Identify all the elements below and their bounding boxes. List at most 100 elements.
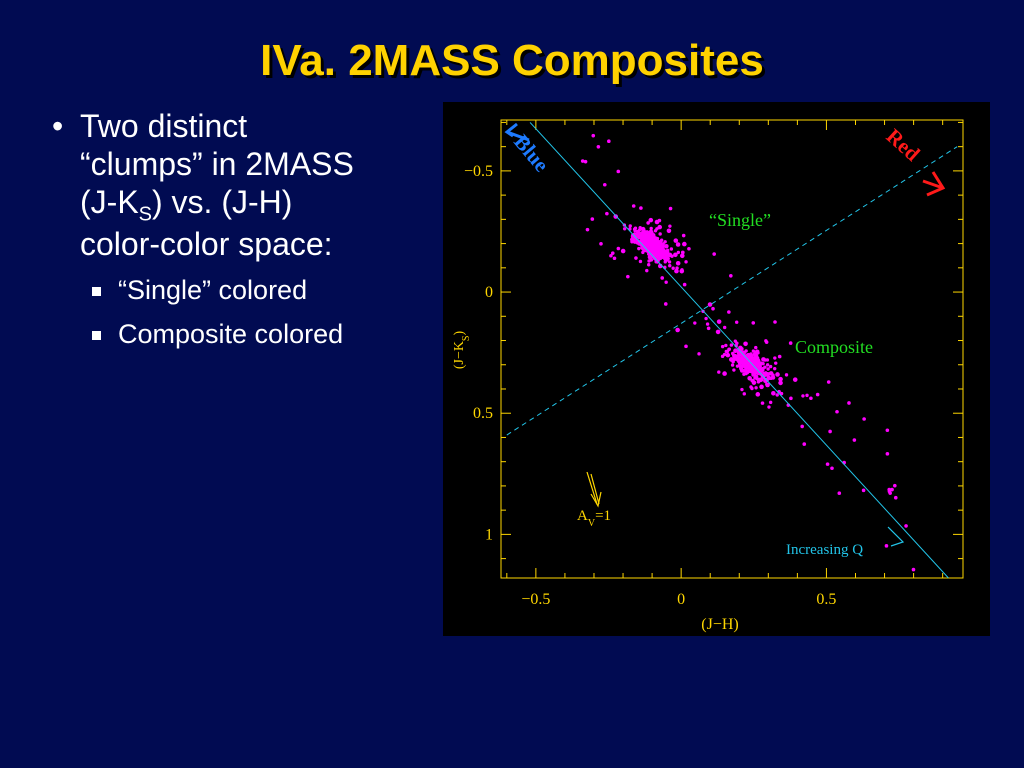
data-point	[779, 391, 784, 396]
divider-line	[506, 146, 958, 436]
data-point	[715, 329, 721, 335]
data-point	[762, 372, 768, 377]
square-bullet-icon	[92, 331, 101, 341]
data-point	[760, 401, 765, 405]
y-label-main: (J−K	[452, 341, 467, 369]
y-tick-label: −0.5	[464, 163, 493, 180]
data-point	[651, 247, 655, 251]
data-point	[638, 259, 643, 264]
data-point	[664, 243, 669, 249]
data-point	[765, 363, 770, 367]
data-point	[760, 369, 764, 373]
data-point	[633, 226, 638, 230]
av-label-tail: =1	[595, 508, 611, 524]
q-axis-line	[529, 122, 949, 579]
data-point	[659, 247, 664, 253]
data-point	[717, 370, 721, 374]
data-point	[757, 379, 761, 383]
data-point	[716, 319, 722, 324]
bullet-line-3a: (J-K	[80, 183, 139, 220]
data-point	[729, 343, 734, 347]
sub-bullet-composite: Composite colored	[52, 312, 432, 358]
data-point	[763, 377, 767, 381]
data-point	[637, 246, 641, 251]
bullet-line-3b: ) vs. (J-H)	[152, 183, 293, 220]
data-point	[644, 234, 648, 238]
data-point	[639, 206, 643, 210]
data-point	[656, 255, 662, 261]
data-point	[751, 349, 756, 353]
data-point	[634, 256, 638, 260]
data-point	[661, 245, 665, 249]
data-point	[751, 371, 756, 377]
data-point	[815, 392, 820, 397]
data-point	[825, 462, 830, 466]
x-axis-label: (J−H)	[701, 616, 738, 633]
data-point	[669, 247, 674, 251]
data-point	[585, 227, 590, 232]
data-point	[742, 350, 747, 355]
data-point	[635, 241, 639, 245]
data-point	[580, 159, 585, 163]
data-point	[693, 321, 697, 325]
data-point	[631, 204, 636, 208]
av-arrow-line	[586, 471, 598, 505]
data-point	[637, 236, 642, 240]
data-point	[777, 354, 782, 359]
data-point	[622, 227, 627, 231]
av-arrow-line-2	[590, 473, 600, 505]
av-arrow-icon	[590, 491, 602, 508]
data-point	[904, 524, 908, 528]
data-point	[628, 224, 632, 228]
square-bullet-icon	[92, 287, 101, 297]
data-point	[675, 327, 680, 333]
data-point	[659, 241, 663, 246]
data-point	[671, 266, 675, 270]
data-point	[749, 368, 753, 373]
y-label-sub: S	[461, 335, 472, 341]
data-point	[742, 368, 747, 373]
data-point	[740, 347, 744, 351]
data-point	[707, 302, 713, 307]
data-point	[774, 361, 778, 365]
data-point	[654, 242, 659, 246]
data-point	[742, 372, 746, 376]
data-point	[657, 218, 662, 223]
data-point	[775, 372, 780, 377]
data-point	[667, 260, 672, 264]
data-point	[765, 382, 770, 388]
data-point	[769, 376, 773, 381]
data-point	[697, 352, 701, 356]
extinction-vector: AV=1	[577, 471, 611, 529]
x-tick-label: −0.5	[521, 591, 550, 608]
data-point	[727, 310, 731, 314]
data-point	[743, 363, 747, 368]
data-point	[711, 306, 715, 311]
data-point	[729, 357, 734, 362]
data-point	[742, 359, 748, 365]
bullet-line-2: “clumps” in 2MASS	[80, 145, 354, 182]
data-point	[664, 280, 668, 284]
bullet-subscript: S	[138, 202, 152, 225]
data-point	[732, 368, 736, 372]
data-point	[681, 233, 686, 238]
data-point	[657, 224, 663, 230]
data-point	[670, 254, 674, 258]
data-point	[763, 358, 767, 362]
data-point	[630, 233, 636, 238]
data-point	[745, 366, 749, 370]
data-point	[641, 250, 645, 255]
bullet-line-4: color-color space:	[80, 226, 333, 263]
data-point	[596, 144, 601, 149]
data-point	[743, 341, 748, 347]
data-point	[792, 377, 798, 382]
data-point	[647, 263, 651, 267]
data-point	[852, 438, 857, 442]
red-label: Red	[882, 124, 925, 166]
av-label-a: A	[577, 508, 588, 524]
data-point	[755, 392, 761, 397]
data-point	[754, 349, 760, 355]
y-tick-label: 1	[485, 526, 493, 543]
red-annotation: Red	[882, 124, 946, 197]
